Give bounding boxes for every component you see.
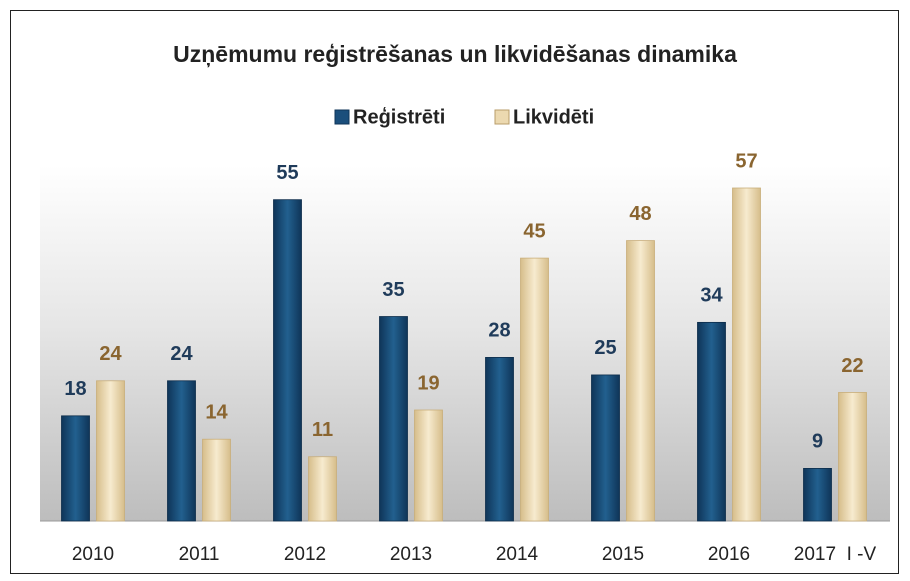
legend-swatch [494, 109, 510, 125]
bar [626, 240, 655, 522]
x-tick-label: 2015 [602, 544, 644, 565]
bar [202, 438, 231, 522]
x-tick-label: 2011 [179, 544, 220, 565]
data-label: 25 [594, 337, 616, 359]
x-tick-label: 2014 [496, 544, 539, 565]
bar [61, 415, 90, 522]
bar [732, 187, 761, 522]
bar [379, 316, 408, 522]
legend-label: Reģistrēti [353, 106, 445, 128]
data-label: 35 [382, 279, 404, 301]
data-label: 57 [735, 150, 757, 172]
bar [838, 392, 867, 522]
x-tick-label: 2013 [390, 544, 432, 565]
data-label: 34 [700, 285, 723, 307]
bar [167, 380, 196, 522]
data-label: 18 [64, 378, 86, 400]
data-label: 45 [523, 220, 545, 242]
bar [697, 321, 726, 522]
x-tick-label: 2010 [72, 544, 114, 565]
bar [485, 357, 514, 522]
data-label: 28 [488, 320, 510, 342]
bar [273, 199, 302, 522]
data-label: 14 [205, 401, 228, 423]
bar [96, 380, 125, 522]
x-tick-label: 2012 [284, 544, 326, 565]
bar [520, 257, 549, 522]
data-label: 11 [312, 419, 333, 441]
legend-swatch [334, 109, 350, 125]
data-label: 24 [99, 343, 122, 365]
x-tick-label: 2017 I -V [794, 544, 877, 565]
data-label: 19 [417, 372, 439, 394]
legend-label: Likvidēti [513, 106, 594, 128]
bar [414, 409, 443, 522]
data-label: 24 [170, 343, 193, 365]
bar [591, 374, 620, 522]
data-label: 55 [276, 162, 298, 184]
bar [308, 456, 337, 522]
data-label: 9 [812, 431, 823, 453]
data-label: 22 [841, 355, 863, 377]
chart-title: Uzņēmumu reģistrēšanas un likvidēšanas d… [173, 41, 737, 67]
x-tick-label: 2016 [708, 544, 750, 565]
bar [803, 468, 832, 522]
data-label: 48 [629, 203, 651, 225]
